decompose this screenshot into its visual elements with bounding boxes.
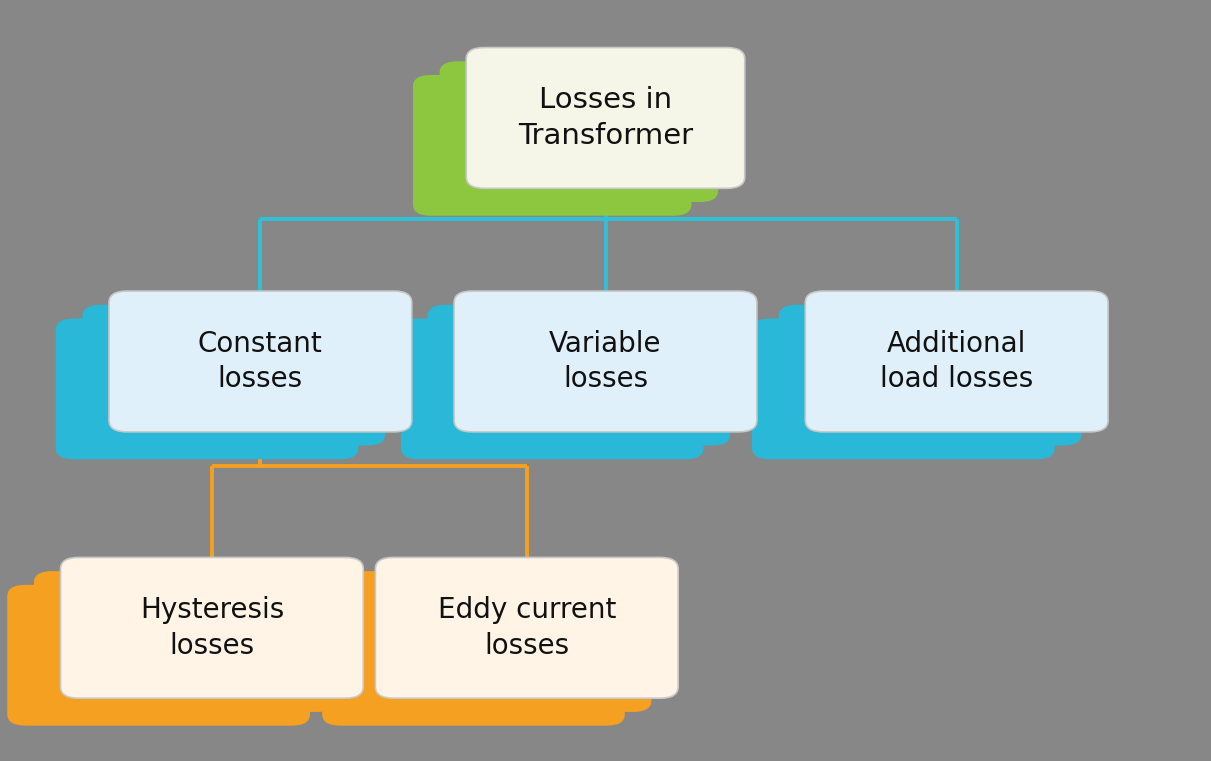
FancyBboxPatch shape (109, 291, 412, 432)
FancyBboxPatch shape (349, 571, 652, 712)
FancyBboxPatch shape (454, 291, 757, 432)
Text: Variable
losses: Variable losses (550, 330, 661, 393)
FancyBboxPatch shape (61, 557, 363, 699)
FancyBboxPatch shape (375, 557, 678, 699)
FancyBboxPatch shape (440, 61, 718, 202)
FancyBboxPatch shape (752, 318, 1055, 459)
FancyBboxPatch shape (413, 75, 691, 216)
FancyBboxPatch shape (779, 305, 1081, 446)
Text: Additional
load losses: Additional load losses (880, 330, 1033, 393)
Text: Constant
losses: Constant losses (197, 330, 323, 393)
FancyBboxPatch shape (466, 47, 745, 189)
Text: Eddy current
losses: Eddy current losses (437, 596, 616, 660)
FancyBboxPatch shape (82, 305, 385, 446)
FancyBboxPatch shape (427, 305, 730, 446)
FancyBboxPatch shape (805, 291, 1108, 432)
FancyBboxPatch shape (401, 318, 704, 459)
FancyBboxPatch shape (34, 571, 337, 712)
FancyBboxPatch shape (7, 584, 310, 726)
Text: Losses in
Transformer: Losses in Transformer (518, 86, 693, 150)
Text: Hysteresis
losses: Hysteresis losses (139, 596, 285, 660)
FancyBboxPatch shape (322, 584, 625, 726)
FancyBboxPatch shape (56, 318, 358, 459)
